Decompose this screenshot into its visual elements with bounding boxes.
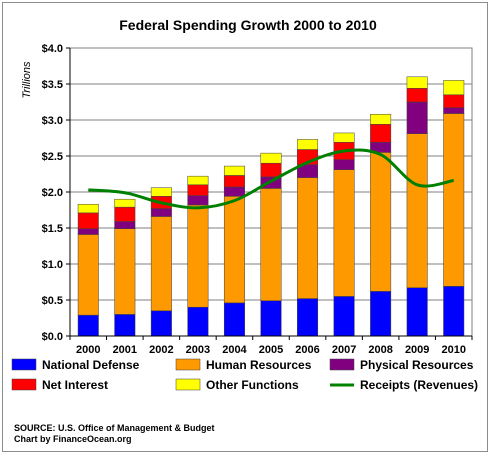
bar-human-resources-2000 bbox=[77, 234, 99, 316]
bar-net-interest-2001 bbox=[114, 206, 136, 222]
bar-physical-resources-2010 bbox=[443, 107, 465, 114]
bar-national-defense-2005 bbox=[260, 300, 282, 337]
bar-national-defense-2009 bbox=[406, 287, 428, 337]
legend-swatch-human-resources bbox=[175, 358, 201, 371]
bar-national-defense-2003 bbox=[187, 306, 209, 337]
bar-national-defense-2001 bbox=[114, 314, 136, 337]
y-tick-label: $0.0 bbox=[42, 331, 63, 343]
x-tick-label: 2006 bbox=[295, 344, 319, 356]
y-tick-label: $0.5 bbox=[42, 295, 63, 307]
bar-other-functions-2004 bbox=[223, 165, 245, 176]
bar-other-functions-2009 bbox=[406, 76, 428, 89]
legend-label-other-functions: Other Functions bbox=[206, 378, 299, 392]
x-tick-label: 2008 bbox=[368, 344, 392, 356]
bar-human-resources-2002 bbox=[150, 216, 172, 312]
bar-other-functions-2006 bbox=[297, 139, 319, 150]
bar-net-interest-2004 bbox=[223, 175, 245, 188]
y-tick-label: $3.5 bbox=[42, 79, 63, 91]
bar-other-functions-2003 bbox=[187, 175, 209, 186]
legend: National Defense Human Resources Physical … bbox=[11, 358, 478, 392]
bar-physical-resources-2004 bbox=[223, 186, 245, 197]
bar-physical-resources-2003 bbox=[187, 195, 209, 206]
x-tick-label: 2000 bbox=[76, 344, 100, 356]
x-tick-label: 2005 bbox=[259, 344, 283, 356]
legend-swatch-net-interest bbox=[11, 378, 37, 391]
legend-label-national-defense: National Defense bbox=[42, 358, 140, 372]
bar-human-resources-2007 bbox=[333, 169, 355, 297]
bar-net-interest-2000 bbox=[77, 212, 99, 229]
bar-human-resources-2004 bbox=[223, 196, 245, 304]
y-tick-label: $2.5 bbox=[42, 151, 63, 163]
legend-label-net-interest: Net Interest bbox=[42, 378, 108, 392]
bar-other-functions-2001 bbox=[114, 198, 136, 208]
y-axis-label: Trillions bbox=[21, 61, 33, 99]
bar-other-functions-2007 bbox=[333, 132, 355, 143]
credit-note: Chart by FinanceOcean.org bbox=[14, 434, 132, 444]
bar-physical-resources-2001 bbox=[114, 221, 136, 229]
bar-national-defense-2000 bbox=[77, 314, 99, 337]
bar-human-resources-2010 bbox=[443, 113, 465, 287]
y-tick-label: $4.0 bbox=[42, 43, 63, 55]
bar-net-interest-2009 bbox=[406, 88, 428, 103]
bar-national-defense-2004 bbox=[223, 302, 245, 337]
bar-human-resources-2003 bbox=[187, 204, 209, 308]
x-tick-label: 2002 bbox=[149, 344, 173, 356]
bar-human-resources-2009 bbox=[406, 133, 428, 289]
bar-physical-resources-2002 bbox=[150, 208, 172, 217]
plot-area: $0.0 $0.5 $1.0 $1.5 $2.0 $2.5 $3.0 $3.5 $4.0 2000… bbox=[42, 43, 473, 356]
bar-human-resources-2008 bbox=[370, 152, 392, 292]
legend-label-human-resources: Human Resources bbox=[206, 358, 312, 372]
bar-other-functions-2000 bbox=[77, 203, 99, 214]
legend-label-receipts-revenues: Receipts (Revenues) bbox=[360, 378, 478, 392]
bar-net-interest-2008 bbox=[370, 124, 392, 143]
bar-human-resources-2005 bbox=[260, 188, 282, 301]
bar-national-defense-2008 bbox=[370, 291, 392, 337]
bar-physical-resources-2000 bbox=[77, 228, 99, 235]
bar-national-defense-2006 bbox=[297, 298, 319, 337]
legend-swatch-national-defense bbox=[11, 358, 37, 371]
y-tick-label: $3.0 bbox=[42, 115, 63, 127]
legend-swatch-physical-resources bbox=[329, 358, 355, 371]
bar-national-defense-2002 bbox=[150, 310, 172, 337]
y-tick-label: $1.0 bbox=[42, 259, 63, 271]
bar-other-functions-2002 bbox=[150, 187, 172, 197]
receipts-line bbox=[88, 148, 455, 210]
source-note: SOURCE: U.S. Office of Management & Budg… bbox=[14, 423, 215, 433]
x-tick-label: 2010 bbox=[441, 344, 465, 356]
y-tick-label: $1.5 bbox=[42, 223, 63, 235]
bar-national-defense-2007 bbox=[333, 296, 355, 337]
bar-national-defense-2010 bbox=[443, 286, 465, 337]
bar-net-interest-2005 bbox=[260, 162, 282, 178]
bar-other-functions-2010 bbox=[443, 80, 465, 96]
x-tick-label: 2004 bbox=[222, 344, 247, 356]
x-tick-label: 2007 bbox=[332, 344, 356, 356]
legend-label-physical-resources: Physical Resources bbox=[360, 358, 474, 372]
bar-other-functions-2005 bbox=[260, 152, 282, 164]
bar-net-interest-2010 bbox=[443, 94, 465, 109]
legend-swatch-other-functions bbox=[175, 378, 201, 391]
bar-human-resources-2006 bbox=[297, 177, 319, 299]
x-tick-label: 2009 bbox=[405, 344, 429, 356]
x-tick-label: 2001 bbox=[113, 344, 137, 356]
bar-other-functions-2008 bbox=[370, 113, 392, 125]
bar-physical-resources-2009 bbox=[406, 101, 428, 134]
bar-net-interest-2003 bbox=[187, 184, 209, 196]
x-tick-label: 2003 bbox=[186, 344, 210, 356]
bar-physical-resources-2007 bbox=[333, 159, 355, 170]
chart-title: Federal Spending Growth 2000 to 2010 bbox=[119, 17, 377, 33]
bar-human-resources-2001 bbox=[114, 228, 136, 315]
y-tick-label: $2.0 bbox=[42, 187, 63, 199]
